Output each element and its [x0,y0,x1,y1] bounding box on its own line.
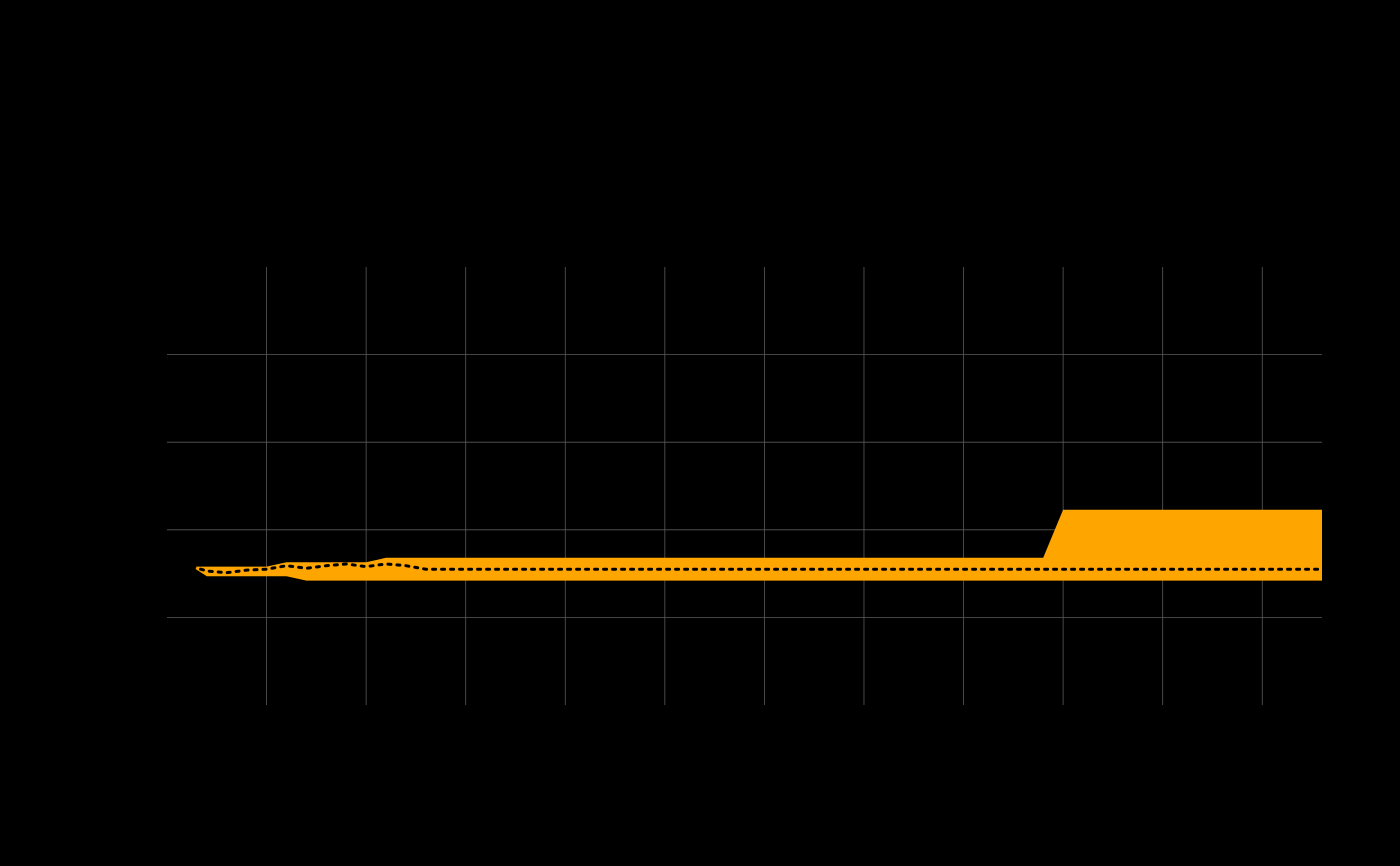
median-line [190,562,1324,575]
uncertainty-band [191,509,1322,581]
uncertainty-band-layer [191,509,1322,581]
median-line-layer [190,562,1324,575]
